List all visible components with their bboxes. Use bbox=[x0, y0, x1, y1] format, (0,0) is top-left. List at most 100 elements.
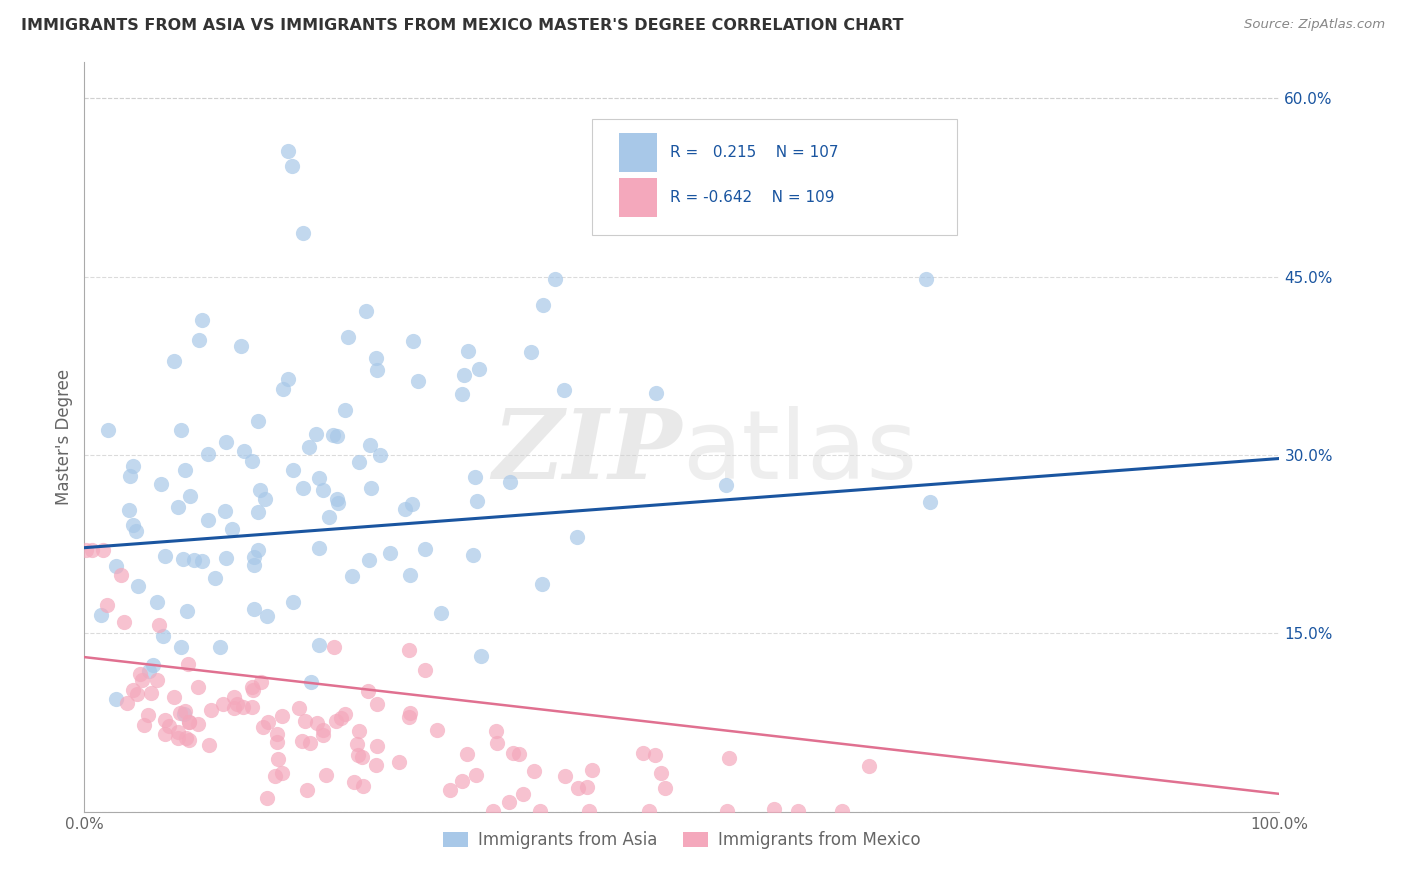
Legend: Immigrants from Asia, Immigrants from Mexico: Immigrants from Asia, Immigrants from Me… bbox=[437, 824, 927, 855]
Point bbox=[523, 764, 546, 779]
Point bbox=[155, 549, 177, 563]
Point bbox=[240, 680, 263, 694]
Point bbox=[654, 781, 676, 796]
Point bbox=[378, 546, 401, 560]
Point bbox=[315, 768, 337, 782]
Point bbox=[188, 333, 211, 347]
Point bbox=[243, 601, 266, 615]
Point bbox=[277, 372, 299, 386]
Point bbox=[354, 304, 377, 318]
Point bbox=[512, 787, 534, 801]
Point bbox=[283, 595, 305, 609]
Point bbox=[567, 781, 589, 796]
Point bbox=[142, 658, 165, 673]
Point bbox=[179, 489, 201, 503]
Point bbox=[326, 428, 349, 442]
Point bbox=[121, 517, 143, 532]
Point bbox=[453, 368, 475, 383]
Point bbox=[197, 738, 219, 752]
Point bbox=[553, 383, 575, 397]
Point bbox=[179, 732, 201, 747]
Point bbox=[498, 795, 520, 809]
Point bbox=[246, 542, 269, 557]
Point bbox=[554, 769, 576, 783]
Point bbox=[249, 483, 271, 498]
Point bbox=[266, 734, 288, 748]
Point bbox=[173, 706, 195, 721]
Point bbox=[204, 571, 226, 585]
Point bbox=[486, 736, 509, 750]
Point bbox=[470, 649, 492, 664]
Point bbox=[346, 737, 368, 751]
Point bbox=[132, 718, 155, 732]
Point bbox=[644, 385, 666, 400]
Point bbox=[465, 493, 488, 508]
Point bbox=[294, 714, 316, 728]
Point bbox=[256, 609, 278, 624]
Point bbox=[174, 704, 197, 718]
Point bbox=[221, 522, 243, 536]
Point bbox=[256, 714, 278, 729]
Point bbox=[312, 723, 335, 737]
Point bbox=[104, 559, 127, 574]
Point bbox=[333, 402, 356, 417]
Point bbox=[120, 468, 142, 483]
Point bbox=[360, 481, 382, 495]
Point bbox=[350, 750, 373, 764]
Point bbox=[253, 491, 276, 506]
Point bbox=[271, 382, 294, 396]
Point bbox=[256, 791, 278, 805]
Point bbox=[366, 363, 388, 377]
Point bbox=[271, 766, 294, 780]
Point bbox=[292, 481, 315, 495]
Point bbox=[231, 339, 253, 353]
Point bbox=[152, 629, 174, 643]
Point bbox=[322, 640, 344, 655]
Point bbox=[125, 524, 148, 539]
Point bbox=[129, 666, 152, 681]
Point bbox=[97, 423, 120, 437]
Point bbox=[430, 606, 453, 620]
Point bbox=[139, 686, 162, 700]
Point bbox=[163, 354, 186, 368]
Point bbox=[170, 423, 193, 437]
Point bbox=[544, 272, 567, 286]
FancyBboxPatch shape bbox=[592, 119, 957, 235]
Point bbox=[232, 699, 254, 714]
Point bbox=[271, 709, 294, 723]
Point bbox=[148, 618, 170, 632]
Point bbox=[336, 329, 359, 343]
Point bbox=[122, 683, 145, 698]
Point bbox=[243, 558, 266, 573]
Point bbox=[191, 554, 214, 568]
Point bbox=[225, 697, 247, 711]
Point bbox=[167, 725, 190, 739]
Point bbox=[368, 448, 391, 462]
Point bbox=[136, 708, 159, 723]
Point bbox=[318, 509, 340, 524]
Point bbox=[291, 734, 314, 748]
Point bbox=[118, 502, 141, 516]
Point bbox=[176, 603, 198, 617]
Point bbox=[105, 692, 128, 706]
Point bbox=[329, 711, 352, 725]
Point bbox=[312, 483, 335, 497]
Point bbox=[163, 690, 186, 705]
Point bbox=[242, 454, 264, 468]
Point bbox=[75, 543, 97, 558]
Point bbox=[297, 782, 319, 797]
Point bbox=[644, 747, 666, 762]
Point bbox=[174, 731, 197, 746]
Point bbox=[413, 542, 436, 557]
Point bbox=[322, 427, 344, 442]
Point bbox=[197, 447, 219, 461]
Point bbox=[155, 713, 177, 727]
Point bbox=[520, 345, 543, 359]
Point bbox=[326, 491, 349, 506]
Point bbox=[482, 804, 505, 818]
Point bbox=[333, 707, 356, 722]
Point bbox=[786, 804, 808, 818]
Point bbox=[177, 714, 200, 729]
Point bbox=[394, 502, 416, 516]
Point bbox=[172, 552, 194, 566]
